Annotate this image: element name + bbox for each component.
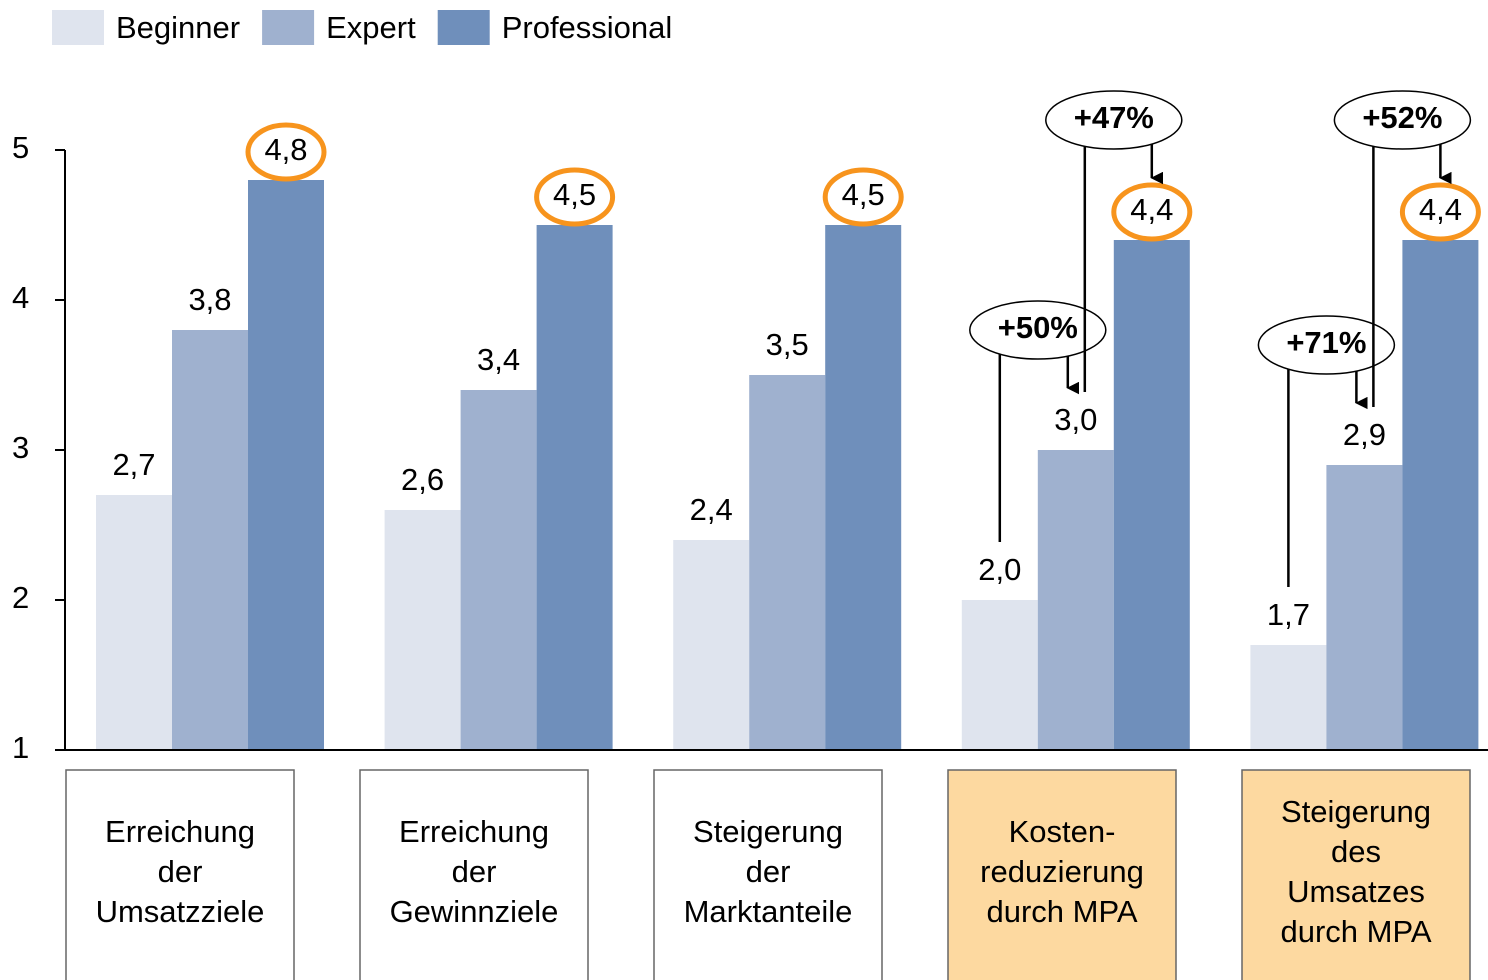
highlight-circle [245,122,327,182]
value-label: 1,7 [1267,597,1310,632]
bar [1326,465,1403,750]
x-tick-label: reduzierung [980,854,1144,889]
x-tick-label: Kosten- [1009,814,1116,849]
highlight-circle [1111,182,1193,242]
value-label: 3,5 [766,327,809,362]
value-label: 3,8 [188,282,231,317]
y-tick-label: 1 [12,730,29,765]
value-label: 4,4 [1130,192,1173,227]
bar [673,540,750,750]
annotation-text: +47% [1074,100,1154,135]
bar [749,375,826,750]
category-box [359,769,589,980]
annotation-text: +52% [1362,100,1442,135]
highlight-circle [822,167,904,227]
value-label: 3,0 [1054,402,1097,437]
x-tick-label: durch MPA [1280,914,1431,949]
highlight-circle [534,167,616,227]
y-tick-label: 3 [12,430,29,465]
category-box [65,769,295,980]
annotation-bubble [1333,90,1472,150]
annotation-bubble [1045,90,1183,150]
value-label: 4,5 [842,177,885,212]
value-label: 2,9 [1343,417,1386,452]
x-tick-label: des [1331,834,1381,869]
legend-label: Beginner [116,10,240,45]
bar [961,600,1038,750]
annotation-bubble [1257,315,1396,375]
bar [172,330,248,750]
value-label: 2,0 [978,552,1021,587]
highlight-circle [1399,182,1481,242]
x-tick-label: der [158,854,203,889]
y-tick-label: 5 [12,130,29,165]
bar [1402,240,1479,750]
legend-swatch [52,10,104,45]
legend-swatch [437,10,490,45]
bar [460,390,537,750]
category-box [1241,769,1471,980]
legend-label: Expert [326,10,416,45]
bar [536,225,613,750]
y-tick-label: 2 [12,580,29,615]
value-label: 4,8 [264,132,307,167]
bar [384,510,461,750]
annotation-bubble [969,300,1107,360]
x-tick-label: der [452,854,497,889]
value-label: 4,5 [553,177,596,212]
value-label: 2,4 [690,492,733,527]
category-box [653,769,883,980]
value-label: 2,6 [401,462,444,497]
value-label: 2,7 [112,447,155,482]
x-tick-label: Steigerung [1281,794,1431,829]
bar [96,495,172,750]
x-tick-label: Umsatzziele [96,894,265,929]
x-tick-label: Marktanteile [684,894,853,929]
category-box [947,769,1177,980]
x-tick-label: Erreichung [105,814,255,849]
y-tick-label: 4 [12,280,29,315]
legend-swatch [262,10,315,45]
x-tick-label: der [746,854,791,889]
x-tick-label: Umsatzes [1287,874,1425,909]
value-label: 3,4 [477,342,520,377]
annotation-text: +50% [998,310,1078,345]
legend-label: Professional [502,10,673,45]
bar [1250,645,1327,750]
x-tick-label: Steigerung [693,814,843,849]
annotation-text: +71% [1286,325,1366,360]
x-tick-label: Erreichung [399,814,549,849]
x-tick-label: Gewinnziele [390,894,559,929]
x-tick-label: durch MPA [986,894,1137,929]
bar [1113,240,1190,750]
bar [1037,450,1114,750]
bar [825,225,902,750]
value-label: 4,4 [1419,192,1462,227]
bar [248,180,324,750]
